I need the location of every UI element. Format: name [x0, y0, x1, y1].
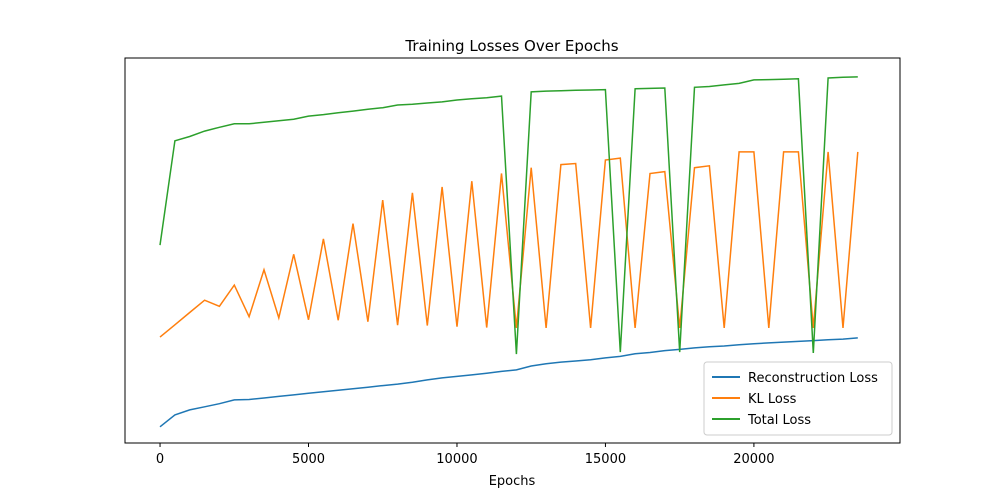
- x-tick-label: 10000: [436, 452, 477, 467]
- loss-line: [159, 151, 859, 338]
- x-tick-label: 15000: [585, 452, 626, 467]
- plot-frame: [124, 57, 901, 444]
- legend-label: KL Loss: [748, 392, 797, 407]
- legend-box: [703, 361, 893, 436]
- x-axis-label: Epochs: [489, 474, 536, 489]
- x-tick-label: 5000: [292, 452, 325, 467]
- legend-label: Reconstruction Loss: [748, 371, 878, 386]
- chart-title: Training Losses Over Epochs: [404, 37, 618, 55]
- x-tick-label: 0: [156, 452, 164, 467]
- x-tick-label: 20000: [733, 452, 774, 467]
- loss-line: [159, 337, 858, 428]
- legend-label: Total Loss: [747, 413, 811, 428]
- loss-line: [159, 76, 858, 355]
